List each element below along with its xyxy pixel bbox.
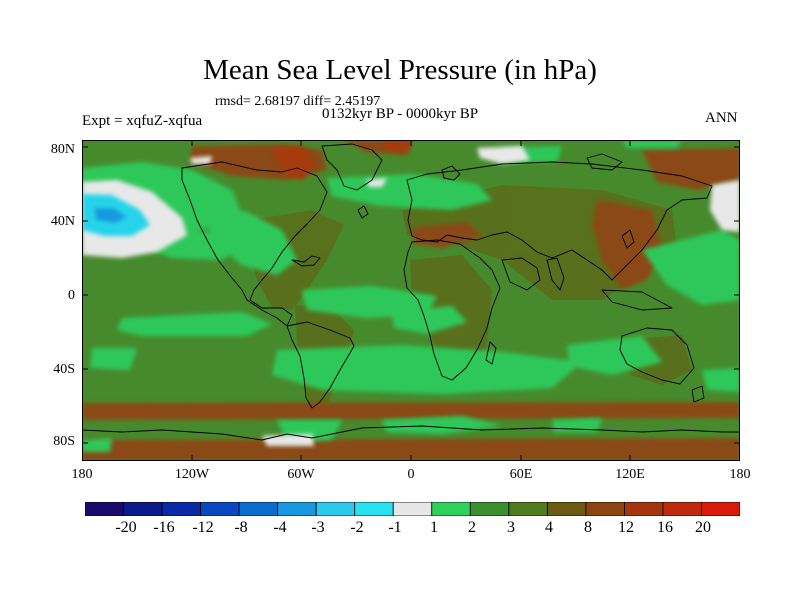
colorbar-label: 12 [618, 519, 634, 536]
y-tick-label: 40N [50, 214, 75, 229]
pressure-map [82, 140, 740, 461]
colorbar-swatch [662, 502, 702, 516]
colorbar-swatch [431, 502, 471, 516]
colorbar-label: -2 [350, 519, 364, 536]
x-tick-label: 0 [407, 467, 415, 482]
colorbar-swatch [123, 502, 163, 516]
colorbar-label: -16 [153, 519, 175, 536]
colorbar-label: 2 [468, 519, 476, 536]
axis-ticks [82, 140, 740, 461]
colorbar-label: 4 [545, 519, 553, 536]
colorbar-label: -4 [273, 519, 287, 536]
chart-title: Mean Sea Level Pressure (in hPa) [203, 54, 597, 86]
colorbar-swatch [546, 502, 587, 516]
y-tick-label: 80S [53, 434, 75, 449]
colorbar-label: -8 [234, 519, 248, 536]
colorbar-label: 3 [507, 519, 515, 536]
period-text: 0132kyr BP - 0000kyr BP [322, 106, 479, 122]
colorbar-swatch [238, 502, 279, 516]
colorbar-swatch [624, 502, 664, 516]
colorbar-label: 8 [584, 519, 592, 536]
x-tick-label: 120W [174, 467, 210, 482]
colorbar-label: -20 [115, 519, 137, 536]
colorbar-swatch [161, 502, 201, 516]
x-tick-label: 180 [729, 467, 751, 482]
colorbar-swatch [315, 502, 356, 516]
colorbar [85, 502, 740, 516]
colorbar-swatch [85, 502, 124, 516]
colorbar-label: 16 [657, 519, 673, 536]
colorbar-swatch [200, 502, 240, 516]
colorbar-label: 20 [695, 519, 711, 536]
colorbar-label: 1 [430, 519, 438, 536]
negative-anomaly-cyan [82, 194, 150, 236]
colorbar-swatch [701, 502, 740, 516]
colorbar-label: -12 [192, 519, 214, 536]
colorbar-swatch [585, 502, 625, 516]
coastlines [82, 143, 740, 441]
x-tick-label: 60E [509, 467, 533, 482]
colorbar-swatch [277, 502, 317, 516]
colorbar-swatch [392, 502, 433, 516]
colorbar-swatch [469, 502, 510, 516]
stats-text: rmsd= 2.68197 diff= 2.45197 [215, 94, 381, 109]
colorbar-swatch [354, 502, 394, 516]
y-tick-label: 0 [68, 288, 75, 303]
y-tick-label: 40S [53, 362, 75, 377]
colorbar-swatch [508, 502, 548, 516]
experiment-label: Expt = xqfuZ-xqfua [82, 113, 203, 129]
season-label: ANN [705, 110, 738, 126]
colorbar-label: -3 [311, 519, 325, 536]
x-tick-label: 180 [71, 467, 93, 482]
y-tick-label: 80N [50, 142, 75, 157]
x-tick-label: 120E [615, 467, 645, 482]
colorbar-label: -1 [388, 519, 402, 536]
x-tick-label: 60W [287, 467, 315, 482]
positive-anomaly-red [272, 140, 412, 180]
